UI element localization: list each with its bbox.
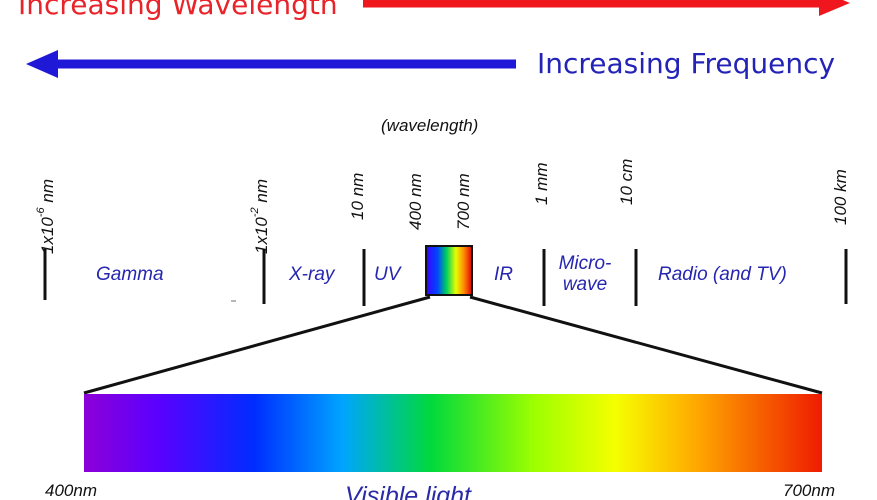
- tick-label-gamma-left-base: 1x10: [38, 217, 57, 254]
- visible-left-wavelength-label: 400nm: [45, 481, 97, 500]
- wavelength-scale-heading: (wavelength): [381, 116, 479, 135]
- band-label-xray: X-ray: [289, 264, 335, 285]
- tick-label-xray-left-unit: nm: [252, 179, 271, 208]
- frequency-arrowhead-icon: [26, 50, 58, 78]
- zoom-line-left: [83, 295, 431, 395]
- zoom-lines: [83, 295, 823, 395]
- tick-label-400nm: 400 nm: [406, 173, 425, 230]
- tick-label-xray-left-base: 1x10: [252, 217, 271, 254]
- visible-right-wavelength-label: 700nm: [783, 481, 835, 500]
- small-gray-dash: [231, 300, 236, 302]
- band-label-microwave-line1: Micro-: [558, 253, 612, 274]
- tick-label-gamma-left-unit: nm: [38, 179, 57, 208]
- tick-label-1mm: 1 mm: [532, 162, 551, 206]
- band-label-gamma: Gamma: [96, 264, 164, 285]
- band-label-microwave: Micro- wave: [551, 253, 619, 296]
- tick-label-gamma-left-exponent: -6: [35, 207, 48, 218]
- zoom-line-right: [469, 295, 823, 395]
- tick-label-xray-left: 1x10-2 nm: [249, 179, 272, 254]
- visible-spectrum-bar: [84, 394, 822, 472]
- band-label-microwave-line2: wave: [562, 273, 608, 295]
- wavelength-arrowhead-icon: [819, 0, 850, 16]
- tick-label-10nm: 10 nm: [348, 172, 367, 220]
- visible-band-swatch: [425, 245, 473, 296]
- band-label-radio: Radio (and TV): [658, 264, 787, 285]
- visible-light-caption: Visible light: [345, 482, 472, 500]
- increasing-wavelength-label: Increasing Wavelength: [18, 0, 338, 21]
- frequency-arrow: [26, 50, 516, 78]
- tick-label-gamma-left: 1x10-6 nm: [35, 179, 58, 254]
- tick-label-xray-left-exponent: -2: [249, 207, 262, 218]
- increasing-frequency-label: Increasing Frequency: [537, 47, 836, 80]
- tick-label-100km: 100 km: [831, 169, 850, 225]
- band-label-uv: UV: [374, 264, 401, 285]
- band-label-ir: IR: [494, 264, 513, 285]
- spectrum-dividers: [43, 249, 848, 306]
- tick-label-700nm: 700 nm: [454, 173, 473, 230]
- tick-label-10cm: 10 cm: [617, 158, 636, 205]
- wavelength-arrow: [363, 0, 850, 16]
